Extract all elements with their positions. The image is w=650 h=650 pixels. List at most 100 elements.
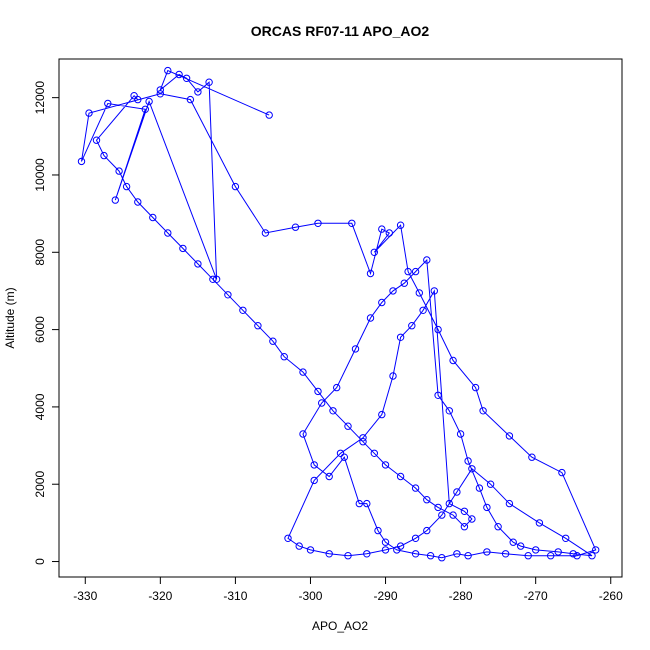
data-point xyxy=(378,410,386,419)
data-point xyxy=(423,256,431,264)
data-point xyxy=(291,223,300,231)
x-tick-label: -300 xyxy=(298,589,322,603)
data-point xyxy=(558,468,566,477)
data-point xyxy=(100,151,108,160)
y-tick-label: 0 xyxy=(33,558,47,565)
data-point xyxy=(77,157,86,166)
data-point xyxy=(333,383,341,392)
data-point xyxy=(179,244,187,253)
data-point xyxy=(456,430,465,438)
data-point xyxy=(408,322,416,330)
data-point xyxy=(329,407,337,415)
data-point xyxy=(284,534,292,542)
data-point xyxy=(411,484,420,492)
data-point xyxy=(310,461,318,469)
data-point xyxy=(212,275,221,283)
data-point xyxy=(468,515,476,523)
y-tick-label: 12000 xyxy=(33,81,47,115)
data-point xyxy=(370,248,378,257)
data-point xyxy=(479,407,487,415)
data-point xyxy=(186,95,195,104)
data-point xyxy=(104,99,112,108)
data-point xyxy=(471,383,480,392)
data-point xyxy=(438,554,446,562)
data-point xyxy=(505,499,514,508)
data-point xyxy=(449,511,457,519)
data-point xyxy=(562,534,570,542)
data-point xyxy=(460,507,469,515)
plot-frame xyxy=(58,58,623,578)
data-point xyxy=(348,219,356,228)
data-point xyxy=(517,542,525,550)
data-point xyxy=(359,434,367,442)
data-point xyxy=(464,457,472,465)
data-point xyxy=(164,66,172,75)
data-point xyxy=(588,552,596,560)
data-point xyxy=(528,453,536,461)
data-point xyxy=(426,552,435,560)
data-point xyxy=(547,552,555,560)
data-point xyxy=(468,465,476,473)
data-point xyxy=(344,422,352,430)
data-point xyxy=(411,534,420,542)
data-point xyxy=(85,109,93,117)
x-tick-label: -290 xyxy=(374,589,398,603)
y-axis-label: Altitude (m) xyxy=(3,287,17,348)
data-point xyxy=(280,353,288,361)
data-point xyxy=(385,229,393,237)
y-tick-label: 6000 xyxy=(33,316,47,343)
y-tick-label: 2000 xyxy=(33,471,47,498)
data-point xyxy=(269,337,277,345)
data-point xyxy=(374,526,382,535)
data-point xyxy=(393,546,401,554)
data-point xyxy=(325,472,333,481)
data-point xyxy=(370,449,378,457)
data-point xyxy=(445,499,453,508)
data-point xyxy=(336,449,345,457)
data-point xyxy=(182,74,191,83)
data-point xyxy=(475,484,484,492)
data-point xyxy=(430,287,438,295)
x-tick-label: -260 xyxy=(599,589,623,603)
data-point xyxy=(483,548,491,556)
data-point xyxy=(239,306,247,314)
x-tick-label: -270 xyxy=(524,589,548,603)
data-point xyxy=(254,322,262,330)
data-point xyxy=(404,267,412,276)
data-point xyxy=(396,542,405,550)
data-point xyxy=(573,552,581,560)
data-point xyxy=(494,523,502,531)
data-point xyxy=(314,387,322,396)
data-point xyxy=(194,260,202,268)
data-point xyxy=(423,526,431,535)
data-point xyxy=(92,136,101,144)
data-point xyxy=(310,476,318,485)
data-point xyxy=(501,550,510,558)
data-point xyxy=(483,503,491,512)
data-point xyxy=(396,472,405,481)
x-tick-label: -310 xyxy=(223,589,247,603)
data-point xyxy=(445,407,453,415)
data-point xyxy=(141,105,150,114)
data-point xyxy=(340,453,348,461)
data-point xyxy=(453,550,461,558)
data-point xyxy=(396,333,405,341)
data-point xyxy=(532,546,540,554)
data-point xyxy=(411,550,420,558)
data-point xyxy=(423,496,431,504)
data-point xyxy=(389,287,397,295)
data-point xyxy=(314,219,322,228)
y-tick-label: 4000 xyxy=(33,393,47,420)
data-point xyxy=(363,550,371,558)
data-point xyxy=(464,552,472,560)
data-point xyxy=(486,480,495,488)
data-point xyxy=(344,552,352,560)
data-point xyxy=(224,291,232,299)
y-tick-label: 10000 xyxy=(33,158,47,192)
data-point xyxy=(261,229,270,237)
data-point xyxy=(411,267,420,276)
data-point xyxy=(265,111,273,119)
series-points xyxy=(77,66,600,562)
data-point xyxy=(592,546,600,554)
